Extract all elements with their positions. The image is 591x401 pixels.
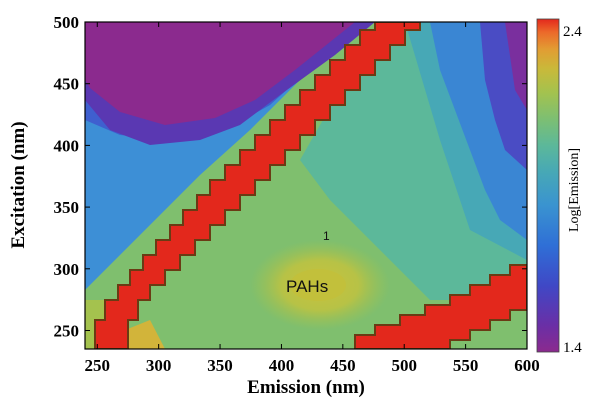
- scatter-band-first-order: [94, 22, 421, 349]
- colorbar: 2.4 1.4 Log[Emission]: [536, 18, 582, 356]
- x-axis-title: Emission (nm): [247, 377, 365, 398]
- contour-region-teal: [300, 22, 527, 300]
- colorbar-min-label: 1.4: [563, 340, 582, 356]
- y-tick-label: 300: [54, 260, 80, 279]
- y-tick-label: 450: [54, 75, 80, 94]
- y-axis-title: Excitation (nm): [8, 121, 29, 248]
- contour-plot-area: [85, 22, 527, 349]
- x-tick-label: 400: [269, 356, 295, 375]
- y-tick-label: 250: [54, 321, 80, 340]
- y-axis-ticks: 250 300 350 400 450 500: [54, 13, 527, 340]
- x-tick-label: 250: [85, 356, 111, 375]
- colorbar-gradient: [536, 18, 560, 353]
- x-tick-label: 500: [391, 356, 417, 375]
- x-tick-label: 350: [207, 356, 233, 375]
- plot-frame: [84, 21, 528, 350]
- y-tick-label: 350: [54, 198, 80, 217]
- contour-region-purple-right: [505, 22, 527, 110]
- y-tick-label: 500: [54, 13, 80, 32]
- x-tick-label: 550: [453, 356, 479, 375]
- y-tick-label: 400: [54, 136, 80, 155]
- scatter-band-second-order: [354, 264, 527, 349]
- contour-region-yellow-corner: [120, 320, 165, 349]
- annotation-contour-label: 1: [323, 229, 330, 243]
- x-tick-label: 300: [146, 356, 172, 375]
- colorbar-max-label: 2.4: [563, 24, 582, 40]
- x-tick-label: 450: [330, 356, 356, 375]
- annotation-pahs: PAHs: [286, 277, 328, 296]
- colorbar-title: Log[Emission]: [567, 148, 582, 232]
- contour-region-purple-top: [85, 22, 355, 125]
- pahs-core: [290, 269, 346, 301]
- x-tick-label: 600: [514, 356, 540, 375]
- x-axis-ticks: 250 300 350 400 450 500 550 600: [85, 22, 540, 375]
